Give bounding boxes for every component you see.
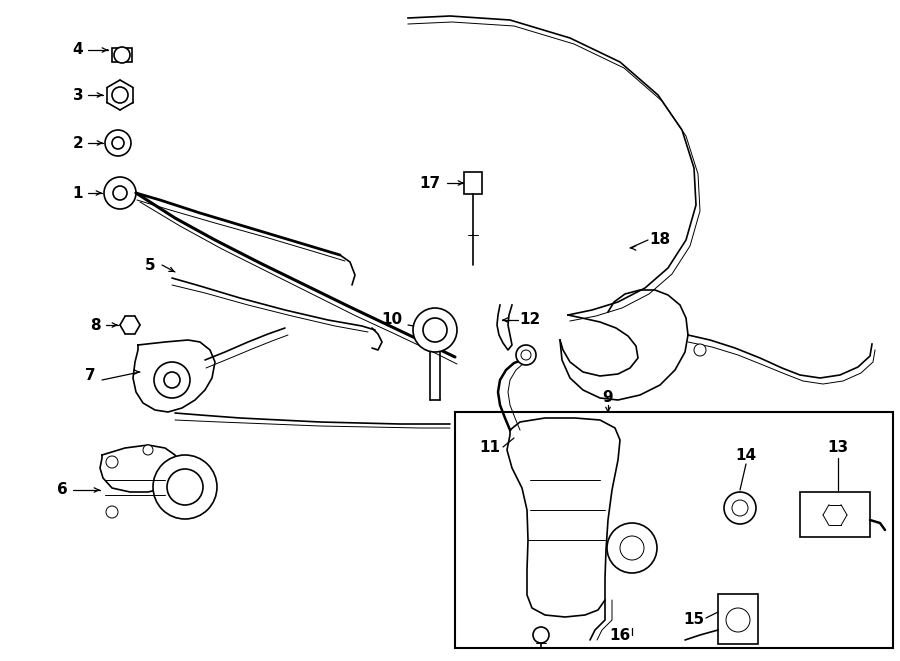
Circle shape bbox=[112, 87, 128, 103]
Circle shape bbox=[521, 350, 531, 360]
Circle shape bbox=[154, 362, 190, 398]
Circle shape bbox=[423, 318, 447, 342]
Text: 8: 8 bbox=[90, 317, 100, 332]
Bar bbox=[464, 172, 482, 194]
Text: 1: 1 bbox=[73, 186, 83, 200]
Text: 2: 2 bbox=[73, 136, 84, 151]
Circle shape bbox=[732, 500, 748, 516]
Circle shape bbox=[112, 137, 124, 149]
Text: 18: 18 bbox=[650, 233, 670, 247]
Text: 12: 12 bbox=[519, 313, 541, 327]
Text: 5: 5 bbox=[145, 258, 156, 272]
Text: 9: 9 bbox=[603, 391, 613, 405]
Circle shape bbox=[516, 345, 536, 365]
Text: 7: 7 bbox=[85, 368, 95, 383]
Circle shape bbox=[105, 130, 131, 156]
Text: 6: 6 bbox=[57, 483, 68, 498]
Circle shape bbox=[607, 523, 657, 573]
Text: 13: 13 bbox=[827, 440, 849, 455]
Text: 3: 3 bbox=[73, 87, 84, 102]
Bar bbox=[800, 492, 870, 537]
Circle shape bbox=[726, 608, 750, 632]
Circle shape bbox=[694, 344, 706, 356]
Circle shape bbox=[106, 506, 118, 518]
Circle shape bbox=[104, 177, 136, 209]
Circle shape bbox=[533, 627, 549, 643]
Circle shape bbox=[164, 372, 180, 388]
Text: 14: 14 bbox=[735, 447, 757, 463]
Text: 16: 16 bbox=[609, 627, 631, 642]
Circle shape bbox=[106, 456, 118, 468]
Text: 11: 11 bbox=[480, 440, 500, 455]
Circle shape bbox=[153, 455, 217, 519]
Circle shape bbox=[620, 536, 644, 560]
Circle shape bbox=[113, 186, 127, 200]
Circle shape bbox=[167, 469, 203, 505]
Text: 4: 4 bbox=[73, 42, 84, 58]
Circle shape bbox=[724, 492, 756, 524]
Text: 15: 15 bbox=[683, 613, 705, 627]
Text: 17: 17 bbox=[419, 176, 441, 190]
Circle shape bbox=[114, 47, 130, 63]
Text: 10: 10 bbox=[382, 313, 402, 327]
Bar bbox=[112, 48, 132, 62]
Circle shape bbox=[143, 445, 153, 455]
Bar bbox=[718, 594, 758, 644]
Bar bbox=[455, 412, 893, 648]
Circle shape bbox=[413, 308, 457, 352]
